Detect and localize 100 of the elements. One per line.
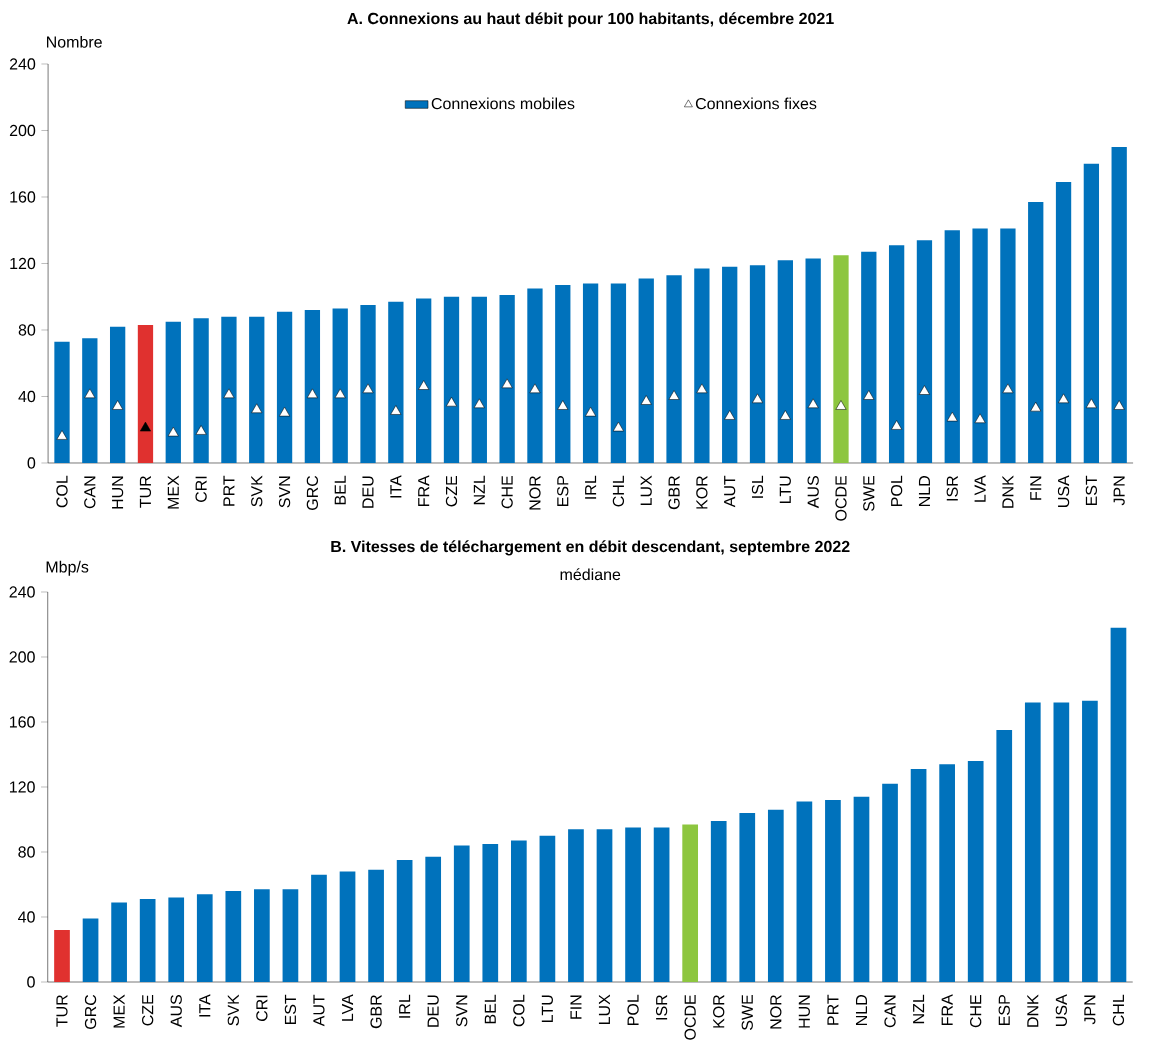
- x-tick-label: ITA: [199, 994, 211, 1017]
- x-tick-label: SVK: [227, 994, 239, 1026]
- bar: [82, 338, 98, 463]
- x-tick-label: NZL: [473, 475, 485, 505]
- point: [390, 405, 402, 415]
- x-tick-label: IRL: [585, 475, 597, 499]
- bar: [453, 845, 470, 982]
- bar: [996, 730, 1013, 982]
- x-tick-label: TUR: [56, 995, 68, 1027]
- bar: [425, 856, 442, 982]
- x-tick-label: AUS: [807, 476, 819, 509]
- bar: [311, 874, 327, 982]
- bar: [1024, 702, 1041, 982]
- point: [835, 400, 847, 410]
- point: [585, 406, 597, 417]
- x-tick-label: MEX: [167, 475, 179, 509]
- bar: [276, 311, 293, 463]
- bar: [749, 265, 766, 463]
- x-tick-label: LVA: [974, 475, 986, 502]
- point: [195, 425, 207, 435]
- x-tick-label: JPN: [1084, 995, 1096, 1025]
- bar: [694, 268, 710, 463]
- x-tick-label: LTU: [779, 476, 791, 503]
- x-tick-label: DEU: [427, 995, 439, 1027]
- x-tick-label: SVK: [251, 475, 263, 507]
- bar: [939, 764, 955, 982]
- bar: [282, 889, 299, 982]
- point: [306, 388, 318, 399]
- x-tick-label: TUR: [139, 476, 152, 508]
- x-tick-label: SVN: [456, 995, 468, 1027]
- y-tick-label: 160: [9, 716, 35, 728]
- bar: [54, 341, 70, 463]
- x-tick-label: HUN: [798, 995, 810, 1028]
- x-tick-label: CHL: [612, 475, 625, 507]
- point: [84, 388, 96, 399]
- x-tick-label: AUS: [170, 995, 182, 1028]
- bar: [1000, 228, 1016, 463]
- bar: [109, 326, 126, 463]
- x-tick-label: KOR: [713, 995, 725, 1028]
- bar: [388, 301, 404, 463]
- bar: [596, 829, 613, 982]
- x-tick-label: NLD: [918, 476, 930, 506]
- x-tick-label: BEL: [484, 994, 496, 1024]
- point: [612, 421, 624, 432]
- point: [1030, 401, 1042, 412]
- x-tick-label: CZE: [445, 475, 458, 507]
- bar: [910, 769, 927, 982]
- bar: [916, 240, 933, 463]
- bar: [972, 228, 988, 463]
- y-tick-label: 240: [9, 586, 35, 598]
- point: [56, 430, 68, 440]
- x-tick-label: BEL: [334, 475, 346, 505]
- bar: [638, 278, 654, 463]
- bar: [510, 840, 527, 982]
- x-tick-label: COL: [513, 994, 525, 1027]
- x-tick-label: LVA: [342, 994, 354, 1021]
- x-tick-label: CZE: [142, 994, 154, 1026]
- point: [362, 383, 374, 394]
- x-tick-label: CRI: [256, 995, 268, 1022]
- bar: [805, 258, 821, 463]
- x-tick-label: GBR: [370, 995, 382, 1029]
- bar: [722, 266, 738, 463]
- y-tick-label: 120: [10, 257, 36, 270]
- bar: [249, 316, 265, 463]
- x-tick-label: POL: [890, 475, 903, 506]
- x-tick-label: GRC: [306, 475, 319, 511]
- point: [251, 403, 263, 414]
- point: [473, 398, 485, 409]
- bar: [416, 298, 432, 463]
- x-tick-label: GBR: [668, 476, 680, 510]
- x-tick-label: SWE: [863, 475, 875, 511]
- bar: [137, 325, 154, 463]
- x-tick-label: FRA: [418, 475, 430, 506]
- point: [529, 383, 541, 394]
- x-tick-label: ESP: [998, 995, 1010, 1025]
- point: [501, 378, 513, 389]
- x-tick-label: USA: [1057, 475, 1070, 507]
- x-tick-label: LTU: [541, 995, 553, 1022]
- bar: [193, 318, 209, 463]
- bar: [54, 930, 70, 982]
- x-tick-label: ITA: [390, 475, 402, 498]
- bar: [653, 827, 670, 982]
- point: [752, 393, 763, 404]
- x-tick-label: CAN: [884, 995, 896, 1028]
- x-tick-label: OCDE: [684, 994, 696, 1040]
- point: [557, 400, 569, 410]
- bar: [1110, 627, 1127, 982]
- point: [696, 383, 708, 394]
- x-tick-label: SWE: [741, 994, 753, 1030]
- bar: [582, 283, 599, 463]
- bar: [710, 821, 727, 982]
- x-tick-label: FIN: [1030, 476, 1042, 500]
- point: [140, 421, 151, 432]
- x-tick-label: GRC: [84, 994, 97, 1030]
- y-axis-title: Nombre: [47, 35, 102, 48]
- point: [1085, 398, 1097, 409]
- y-tick-label: 0: [27, 457, 36, 469]
- y-tick-label: 200: [9, 124, 36, 137]
- point: [223, 388, 235, 399]
- bar: [682, 824, 699, 982]
